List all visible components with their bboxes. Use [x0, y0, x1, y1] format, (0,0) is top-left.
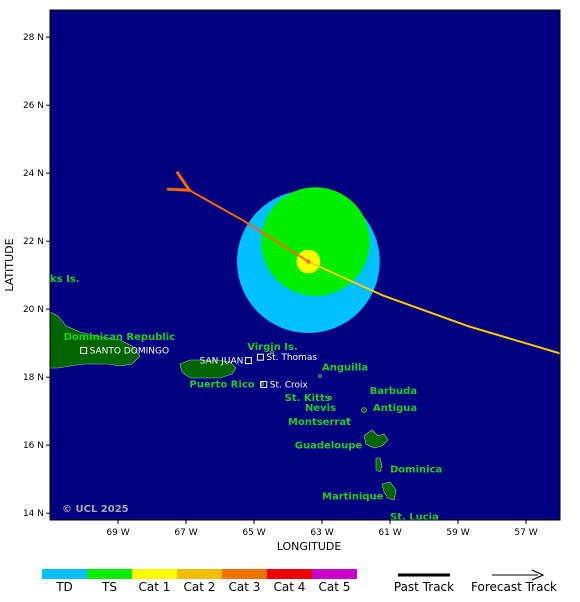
place-name: Dominican Republic: [64, 332, 176, 343]
place-name: ks Is.: [50, 274, 80, 285]
lat-tick-label: 16 N: [23, 441, 44, 451]
plot-frame: [49, 9, 561, 521]
place-name: Anguilla: [322, 362, 368, 373]
lat-tick-label: 18 N: [23, 373, 44, 383]
place-name: Montserrat: [288, 417, 351, 428]
lat-tick-label: 22 N: [23, 237, 44, 247]
place-labels: ks Is. Dominican Republic SANTO DOMINGO SAN…: [50, 274, 442, 523]
place-name: St. Lucia: [390, 512, 439, 523]
forecast-track-legend-label: Forecast Track: [471, 580, 557, 594]
track-legend: Past Track Forecast Track: [394, 569, 557, 594]
lat-tick-label: 28 N: [23, 33, 44, 43]
place-label: SANTO DOMINGO: [80, 346, 169, 356]
montserrat-land: [346, 418, 350, 422]
lat-tick-label: 26 N: [23, 101, 44, 111]
place-name: Guadeloupe: [295, 441, 363, 452]
forecast-track-legend-arrow-icon: [531, 569, 545, 581]
legend-swatch: [177, 569, 222, 579]
city-marker-icon: [244, 357, 252, 365]
anguilla-land: [318, 374, 322, 378]
place-name: Virgin Is.: [247, 342, 298, 353]
past-track-line: [307, 260, 560, 355]
legend-category-label: Cat 4: [274, 580, 306, 594]
st-kitts-land: [328, 396, 332, 400]
lon-tick-label: 67 W: [174, 528, 197, 538]
place-label: Anguilla: [322, 362, 368, 373]
ts-wind-radius: [261, 187, 370, 296]
place-label: Dominican Republic: [64, 332, 176, 343]
legend-category-label: Cat 5: [319, 580, 351, 594]
land-masses: [50, 311, 397, 501]
martinique-land: [381, 481, 397, 501]
legend-category-label: Cat 1: [139, 580, 171, 594]
lon-tick-label: 69 W: [106, 528, 129, 538]
place-label: Montserrat: [288, 417, 351, 428]
lon-tick-label: 59 W: [446, 528, 469, 538]
legend-category-label: TS: [101, 580, 117, 594]
city-marker-icon: [260, 380, 268, 388]
place-name: St. Thomas: [266, 353, 317, 363]
lon-tick-label: 61 W: [378, 528, 401, 538]
st-thomas-land: [270, 350, 274, 354]
place-name: St. Croix: [270, 380, 309, 390]
place-label: St. Thomas: [256, 353, 317, 363]
place-label: Antigua: [373, 403, 417, 414]
place-name: Nevis: [305, 403, 336, 414]
legend-swatch: [132, 569, 177, 579]
lat-tick-label: 14 N: [23, 509, 44, 519]
place-label: Martinique: [322, 492, 384, 503]
lat-tick-label: 20 N: [23, 305, 44, 315]
axis-ticks: 28 N 26 N 24 N 22 N 20 N 18 N 16 N 14 N 69 W 67 W…: [23, 33, 538, 538]
legend-category-label: Cat 3: [229, 580, 261, 594]
place-name: Martinique: [322, 492, 384, 503]
guadeloupe-land: [363, 429, 389, 449]
storm-tracks: [166, 170, 560, 355]
lon-tick-label: 65 W: [242, 528, 265, 538]
puerto-rico-land: [179, 359, 237, 379]
storm-center-point: [306, 259, 311, 264]
lon-tick-label: 57 W: [514, 528, 537, 538]
legend-swatch: [222, 569, 267, 579]
place-label: Virgin Is.: [247, 342, 298, 353]
legend-category-label: TD: [55, 580, 73, 594]
legend-swatch: [267, 569, 312, 579]
place-name: Puerto Rico: [189, 379, 254, 390]
place-label: Barbuda: [370, 386, 418, 397]
forecast-track-line: [166, 170, 309, 263]
copyright-text: © UCL 2025: [62, 504, 129, 515]
place-label: SAN JUAN: [200, 357, 252, 367]
hispaniola-land: [50, 311, 141, 369]
place-label: St. Kitts: [285, 393, 331, 404]
place-name: Barbuda: [370, 386, 418, 397]
antigua-land: [361, 407, 367, 413]
legend-swatch: [87, 569, 132, 579]
city-marker-icon: [256, 353, 264, 361]
intensity-legend: TD TS Cat 1 Cat 2 Cat 3 Cat 4 Cat 5: [42, 569, 357, 594]
place-label: Dominica: [390, 464, 442, 475]
place-name: Dominica: [390, 464, 442, 475]
lon-tick-label: 63 W: [310, 528, 333, 538]
past-track-legend-label: Past Track: [394, 580, 454, 594]
dominica-land: [375, 457, 383, 473]
place-label: St. Lucia: [390, 512, 439, 523]
y-axis-title: LATITUDE: [3, 238, 16, 291]
legend-swatch: [312, 569, 357, 579]
place-name: SANTO DOMINGO: [90, 346, 169, 356]
x-axis-title: LONGITUDE: [277, 540, 342, 553]
place-label: Nevis: [305, 403, 336, 414]
place-label: St. Croix: [260, 380, 309, 390]
place-label: Guadeloupe: [295, 441, 363, 452]
city-marker-icon: [80, 346, 88, 354]
place-label: Puerto Rico: [189, 379, 254, 390]
lat-tick-label: 24 N: [23, 169, 44, 179]
place-name: SAN JUAN: [200, 357, 244, 367]
legend-swatch: [42, 569, 87, 579]
place-name: Antigua: [373, 403, 417, 414]
legend-category-label: Cat 2: [184, 580, 216, 594]
place-name: St. Kitts: [285, 393, 331, 404]
place-label: ks Is.: [50, 274, 80, 285]
